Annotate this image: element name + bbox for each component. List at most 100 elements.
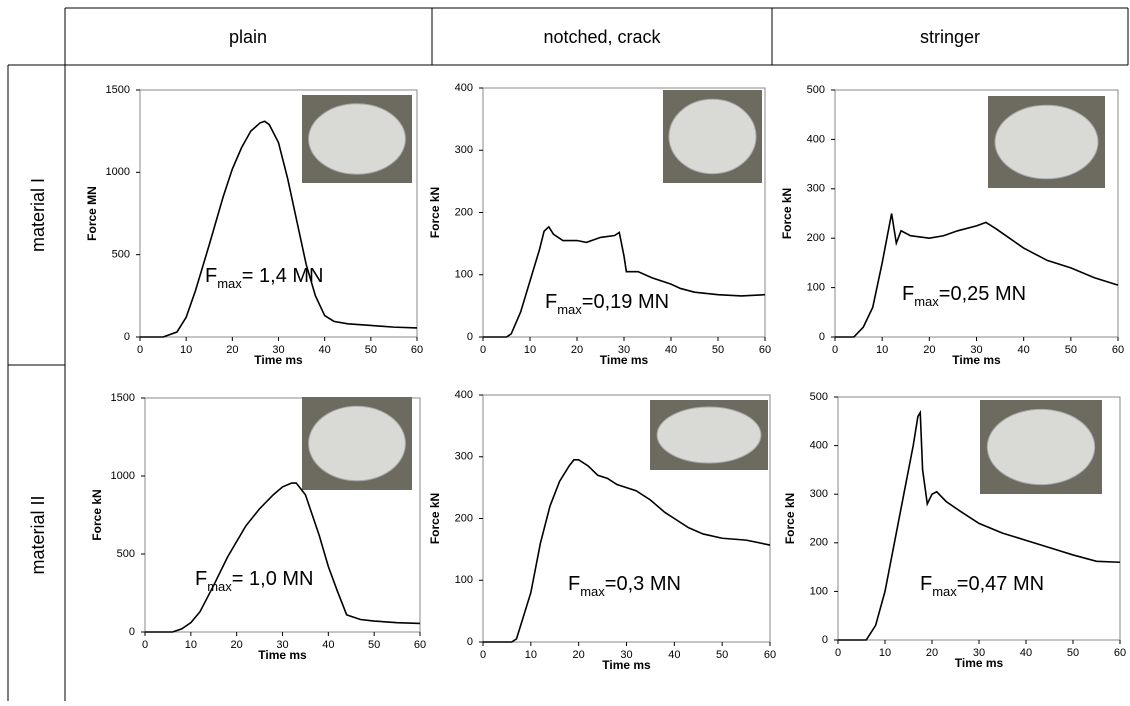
y-tick-label: 200 [807,232,825,244]
fmax-symbol: F [195,568,207,590]
fmax-value: =0,47 MN [957,573,1044,595]
y-tick-label: 1000 [111,470,135,482]
column-header: plain [229,27,267,47]
y-tick-label: 1500 [106,84,130,96]
y-tick-label: 100 [807,282,825,294]
y-tick-label: 500 [117,548,135,560]
column-header: stringer [920,27,980,47]
y-tick-label: 400 [455,389,473,401]
x-tick-label: 60 [1114,647,1126,659]
fmax-symbol: F [568,573,580,595]
x-axis-label: Time ms [254,353,303,367]
x-axis-label: Time ms [602,658,651,672]
y-axis-label: Force kN [783,493,797,544]
x-tick-label: 20 [226,344,238,356]
fmax-symbol: F [545,291,557,313]
x-tick-label: 20 [231,639,243,651]
y-tick-label: 500 [112,249,130,261]
photo-plate [657,407,761,463]
photo-plate [987,409,1094,484]
force-curve [483,227,765,337]
y-tick-label: 300 [455,144,473,156]
y-axis-label: Force kN [428,493,442,544]
fmax-annotation: Fmax=0,47 MN [920,573,1044,599]
fmax-value: =0,25 MN [939,283,1026,305]
x-tick-label: 20 [926,647,938,659]
y-tick-label: 200 [455,512,473,524]
x-tick-label: 40 [665,344,677,356]
specimen-photo [663,90,762,183]
x-tick-label: 0 [137,344,143,356]
photo-plate [309,406,406,480]
fmax-value: = 1,0 MN [232,568,314,590]
y-tick-label: 400 [810,440,828,452]
x-tick-label: 0 [142,639,148,651]
fmax-subscript: max [557,302,582,317]
y-tick-label: 300 [810,488,828,500]
x-tick-label: 60 [411,344,423,356]
y-tick-label: 0 [129,626,135,638]
x-axis-label: Time ms [258,648,307,662]
fmax-subscript: max [217,276,242,291]
x-tick-label: 40 [1018,344,1030,356]
x-tick-label: 60 [414,639,426,651]
x-tick-label: 0 [480,344,486,356]
x-tick-label: 50 [1067,647,1079,659]
x-tick-label: 60 [764,649,776,661]
y-tick-label: 0 [467,636,473,648]
x-tick-label: 60 [759,344,771,356]
y-tick-label: 300 [807,183,825,195]
y-tick-label: 100 [455,574,473,586]
y-tick-label: 300 [455,451,473,463]
row-header: material II [28,495,48,574]
column-header: notched, crack [543,27,661,47]
x-axis-label: Time ms [955,656,1004,670]
x-tick-label: 40 [668,649,680,661]
fmax-value: =0,3 MN [605,573,681,595]
x-tick-label: 20 [571,344,583,356]
specimen-photo [980,400,1102,494]
x-tick-label: 50 [716,649,728,661]
y-tick-label: 500 [807,84,825,96]
specimen-photo [650,400,768,470]
x-tick-label: 10 [876,344,888,356]
x-tick-label: 10 [524,344,536,356]
y-tick-label: 1500 [111,392,135,404]
photo-plate [669,99,756,173]
x-tick-label: 10 [525,649,537,661]
y-tick-label: 100 [810,585,828,597]
fmax-annotation: Fmax= 1,4 MN [205,265,323,291]
figure: plain notched, crack stringer material I… [0,0,1130,701]
fmax-annotation: Fmax=0,19 MN [545,291,669,317]
x-tick-label: 10 [180,344,192,356]
fmax-subscript: max [580,584,605,599]
x-tick-label: 40 [322,639,334,651]
fmax-subscript: max [932,584,957,599]
fmax-value: = 1,4 MN [242,265,324,287]
x-tick-label: 50 [368,639,380,651]
x-tick-label: 60 [1112,344,1124,356]
fmax-annotation: Fmax= 1,0 MN [195,568,313,594]
y-tick-label: 0 [467,331,473,343]
x-tick-label: 0 [480,649,486,661]
x-tick-label: 40 [1020,647,1032,659]
fmax-symbol: F [920,573,932,595]
y-tick-label: 0 [124,331,130,343]
x-tick-label: 50 [712,344,724,356]
fmax-subscript: max [207,579,232,594]
y-tick-label: 400 [807,133,825,145]
x-tick-label: 40 [319,344,331,356]
x-tick-label: 0 [832,344,838,356]
specimen-photo [988,96,1105,188]
x-axis-label: Time ms [952,353,1001,367]
y-tick-label: 0 [822,634,828,646]
row-header: material I [28,178,48,252]
force-curve [145,483,420,632]
specimen-photo [302,95,412,183]
x-tick-label: 20 [573,649,585,661]
fmax-symbol: F [205,265,217,287]
force-curve [835,214,1118,338]
x-axis-label: Time ms [600,353,649,367]
specimen-photo [302,397,412,490]
photo-plate [309,104,406,174]
